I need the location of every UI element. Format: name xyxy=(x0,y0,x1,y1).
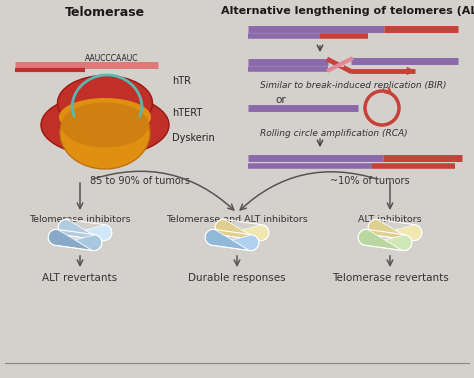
Text: Durable responses: Durable responses xyxy=(188,273,286,283)
Polygon shape xyxy=(215,219,260,240)
Text: or: or xyxy=(275,95,286,105)
Ellipse shape xyxy=(59,98,151,136)
Polygon shape xyxy=(358,229,403,251)
Polygon shape xyxy=(385,235,412,251)
Text: AAUCCCAAUC: AAUCCCAAUC xyxy=(85,54,139,63)
Ellipse shape xyxy=(61,102,149,147)
Ellipse shape xyxy=(60,97,150,169)
Polygon shape xyxy=(232,235,259,251)
Text: hTR: hTR xyxy=(172,76,191,86)
Text: Telomerase inhibitors: Telomerase inhibitors xyxy=(29,215,131,224)
Polygon shape xyxy=(85,225,112,241)
Polygon shape xyxy=(58,219,103,240)
Text: ~10% of tumors: ~10% of tumors xyxy=(330,176,410,186)
Text: Dyskerin: Dyskerin xyxy=(172,133,215,143)
Text: Alternative lengthening of telomeres (ALT): Alternative lengthening of telomeres (AL… xyxy=(221,6,474,16)
Text: ALT inhibitors: ALT inhibitors xyxy=(358,215,422,224)
Polygon shape xyxy=(395,225,422,241)
Polygon shape xyxy=(48,229,93,251)
Ellipse shape xyxy=(73,108,108,133)
Ellipse shape xyxy=(57,76,153,130)
Text: 85 to 90% of tumors: 85 to 90% of tumors xyxy=(90,176,190,186)
Text: Telomerase and ALT inhibitors: Telomerase and ALT inhibitors xyxy=(166,215,308,224)
Ellipse shape xyxy=(41,94,169,156)
Text: Telomerase: Telomerase xyxy=(65,6,145,19)
Text: ALT revertants: ALT revertants xyxy=(43,273,118,283)
Text: Rolling circle amplification (RCA): Rolling circle amplification (RCA) xyxy=(260,129,408,138)
Text: Similar to break-induced replication (BIR): Similar to break-induced replication (BI… xyxy=(260,81,447,90)
Text: Telomerase revertants: Telomerase revertants xyxy=(332,273,448,283)
Polygon shape xyxy=(242,225,269,241)
Polygon shape xyxy=(368,219,413,240)
Polygon shape xyxy=(75,235,102,251)
Polygon shape xyxy=(205,229,250,251)
Text: hTERT: hTERT xyxy=(172,108,202,118)
